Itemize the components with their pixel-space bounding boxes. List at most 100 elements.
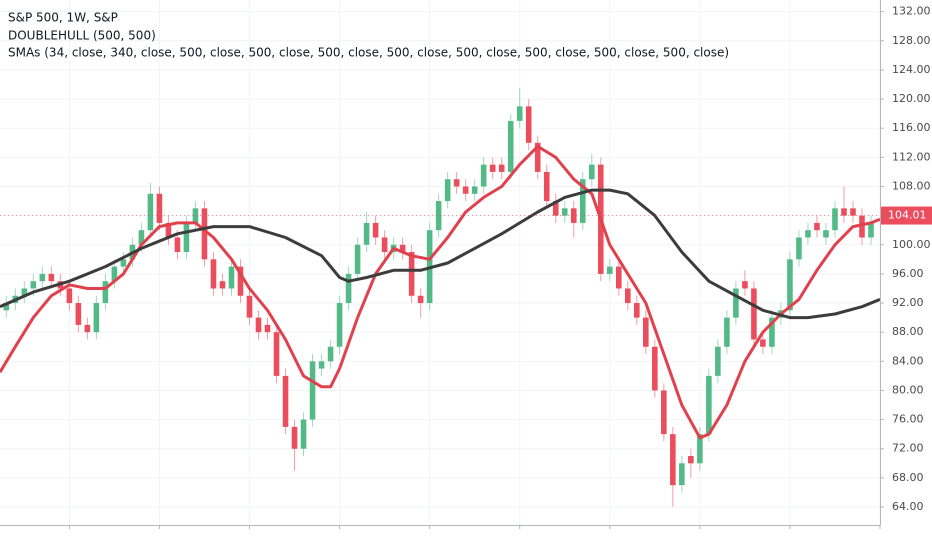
candle-body <box>606 266 613 274</box>
candle-body <box>724 317 730 347</box>
candle-body <box>679 463 685 486</box>
candle-body <box>652 346 658 391</box>
candle-body <box>489 164 496 172</box>
y-tick-label: 120.00 <box>892 92 931 105</box>
candle-body <box>246 295 253 318</box>
candle-body <box>516 106 523 121</box>
candle-body <box>453 179 460 187</box>
candle-body <box>760 339 766 347</box>
y-tick-label: 84.00 <box>892 354 924 367</box>
candle-body <box>634 303 640 318</box>
moving-average-line <box>0 188 880 320</box>
candle-body <box>462 186 469 194</box>
last-price-box <box>881 206 932 225</box>
candle-body <box>534 142 541 172</box>
y-tick-label: 72.00 <box>892 442 924 455</box>
candle-body <box>327 346 334 362</box>
candle-body <box>237 266 244 296</box>
plot-area <box>0 88 880 508</box>
candle-body <box>616 266 622 289</box>
indicator-label: SMAs (34, close, 340, close, 500, close,… <box>8 46 729 60</box>
candle-body <box>814 222 820 231</box>
y-tick-label: 80.00 <box>892 383 924 396</box>
y-tick-label: 116.00 <box>892 121 931 134</box>
y-tick-label: 128.00 <box>892 34 931 47</box>
candle-body <box>796 237 802 260</box>
y-tick-label: 92.00 <box>892 296 924 309</box>
candle-body <box>850 208 856 216</box>
y-tick-label: 132.00 <box>892 5 931 18</box>
candle-body <box>823 230 829 238</box>
candle-body <box>255 317 262 333</box>
candle-body <box>318 361 325 369</box>
candle-body <box>706 375 712 435</box>
candle-body <box>300 419 307 449</box>
candle-body <box>697 434 703 464</box>
candle-body <box>354 244 361 274</box>
candle-body <box>381 237 388 253</box>
candle-body <box>165 222 172 238</box>
candle-body <box>156 193 163 223</box>
candle-body <box>625 288 631 304</box>
candle-body <box>670 434 676 486</box>
candle-body <box>372 222 379 238</box>
candle-body <box>588 164 595 180</box>
y-tick-label: 76.00 <box>892 413 924 426</box>
candle-body <box>345 273 352 304</box>
candle-body <box>147 193 154 231</box>
candle-body <box>174 237 181 253</box>
candle-body <box>264 324 271 333</box>
candle-body <box>399 244 406 253</box>
candle-body <box>219 281 226 289</box>
candle-body <box>282 375 289 427</box>
y-tick-label: 68.00 <box>892 471 924 484</box>
y-tick-label: 88.00 <box>892 325 924 338</box>
candle-body <box>471 186 478 194</box>
indicator-label: DOUBLEHULL (500, 500) <box>8 29 156 43</box>
candle-body <box>480 164 487 187</box>
candle-body <box>210 259 217 289</box>
candle-body <box>751 288 757 340</box>
candle-body <box>75 303 82 325</box>
candle-body <box>805 230 811 238</box>
candle-body <box>201 208 208 260</box>
moving-average-line <box>0 144 880 440</box>
candle-body <box>408 252 415 296</box>
candle-body <box>309 361 316 420</box>
candle-body <box>643 317 649 347</box>
candle-body <box>841 208 847 216</box>
candle-body <box>787 259 793 311</box>
candle-body <box>417 295 424 304</box>
candle-body <box>525 106 532 143</box>
last-price-label: 104.01 <box>888 209 927 222</box>
candle-body <box>561 208 568 216</box>
candle-body <box>48 273 55 282</box>
y-tick-label: 96.00 <box>892 267 924 280</box>
candle-body <box>742 281 748 289</box>
candle-body <box>868 222 874 238</box>
candle-body <box>111 266 118 282</box>
candle-body <box>435 201 442 231</box>
candle-body <box>273 332 280 376</box>
candle-body <box>120 259 127 267</box>
candle-body <box>183 222 190 253</box>
y-tick-label: 112.00 <box>892 150 931 163</box>
candle-body <box>192 208 199 223</box>
candle-body <box>579 179 586 223</box>
candle-body <box>228 266 235 289</box>
candle-body <box>93 303 100 333</box>
candle-body <box>832 208 838 231</box>
candle-body <box>688 456 694 464</box>
candle-body <box>507 120 514 172</box>
candle-body <box>291 426 298 449</box>
candle-body <box>102 281 109 304</box>
candle-body <box>769 317 775 347</box>
y-tick-label: 100.00 <box>892 238 931 251</box>
candle-body <box>39 273 46 282</box>
candle-body <box>66 288 73 304</box>
candle-body <box>138 230 145 245</box>
candle-body <box>859 215 865 238</box>
y-tick-label: 124.00 <box>892 63 931 76</box>
